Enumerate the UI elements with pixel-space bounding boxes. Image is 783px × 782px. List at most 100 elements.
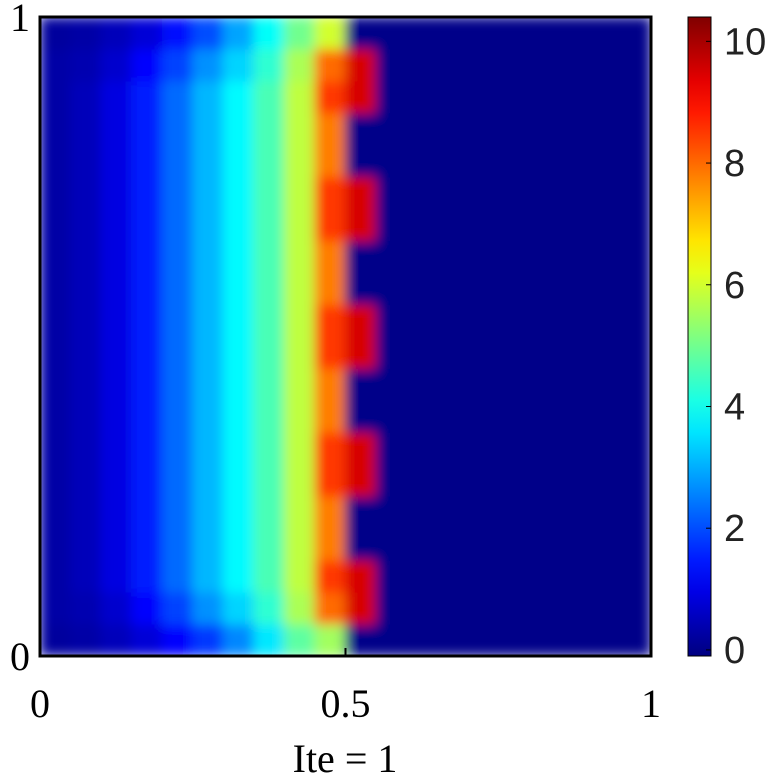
heatmap-cell [253,144,285,178]
heatmap-cell [161,208,194,242]
heatmap-cell [70,591,102,625]
heatmap-cell [40,559,72,593]
heatmap-cell [70,17,102,50]
heatmap-cell [192,367,224,401]
heatmap-cell [375,80,651,114]
heatmap-cell [222,336,255,369]
heatmap-cell [40,144,72,178]
heatmap-cell [100,431,133,465]
heatmap-cell [161,144,194,178]
heatmap-cell [161,272,194,306]
x-tick-label: 1 [641,681,661,726]
heatmap-cell [100,463,133,497]
heatmap-cell [283,495,316,529]
heatmap-cell [131,431,163,465]
heatmap-cell [375,463,651,497]
heatmap-cell [345,591,377,625]
heatmap-cell [70,80,102,114]
heatmap-cell [253,272,285,306]
heatmap-cell [192,559,224,593]
heatmap-cell [70,367,102,401]
colorbar-tick-label: 8 [724,143,745,185]
heatmap-cell [253,208,285,242]
heatmap-cell [161,527,194,561]
heatmap-cell [131,208,163,242]
heatmap-cell [253,495,285,529]
heatmap-cell [40,623,72,656]
heatmap-cell [192,527,224,561]
heatmap-cell [100,272,133,306]
heatmap-cell [131,399,163,433]
heatmap-cell [70,272,102,306]
heatmap-cell [375,208,651,242]
heatmap-cell [222,112,255,146]
heatmap-cell [283,623,316,656]
heatmap-cell [314,623,346,656]
heatmap-cell [314,80,346,114]
heatmap-cell [314,17,346,50]
heatmap-cell [314,591,346,625]
heatmap-cell [314,208,346,242]
heatmap-cell [70,336,102,369]
heatmap-cell [40,336,72,369]
heatmap-cell [192,623,224,656]
heatmap-cell [161,431,194,465]
heatmap-cell [192,112,224,146]
heatmap-cell [345,176,377,210]
heatmap-cell [70,559,102,593]
heatmap-cell [314,176,346,210]
heatmap-cell [100,80,133,114]
heatmap-cell [253,623,285,656]
heatmap-cell [100,495,133,529]
heatmap-cell [345,495,377,529]
heatmap-cell [131,17,163,50]
heatmap-cell [40,304,72,337]
heatmap-cell [100,240,133,274]
heatmap-cell [131,304,163,337]
heatmap-cell [161,495,194,529]
heatmap-cell [192,17,224,50]
heatmap-cell [345,80,377,114]
heatmap-cell [222,272,255,306]
heatmap-cell [345,112,377,146]
heatmap-cell [131,48,163,82]
heatmap-cell [222,623,255,656]
heatmap-cell [375,48,651,82]
heatmap-cell [253,367,285,401]
heatmap-cell [70,144,102,178]
heatmap-cell [100,623,133,656]
heatmap-cell [253,591,285,625]
heatmap-cell [40,495,72,529]
heatmap-cell [70,240,102,274]
heatmap-cell [192,591,224,625]
heatmap-cell [375,144,651,178]
heatmap-cell [375,399,651,433]
heatmap-cell [100,112,133,146]
heatmap-cell [192,80,224,114]
heatmap-cell [192,304,224,337]
heatmap-cell [100,208,133,242]
heatmap-cell [253,176,285,210]
heatmap-cell [161,591,194,625]
heatmap-cell [40,17,72,50]
heatmap-cell [222,527,255,561]
heatmap-cell [283,48,316,82]
heatmap-cell [131,336,163,369]
heatmap-cell [40,399,72,433]
heatmap-cell [345,463,377,497]
heatmap-cell [345,367,377,401]
heatmap-cell [192,272,224,306]
heatmap-cell [314,304,346,337]
heatmap-cell [192,399,224,433]
heatmap-cell [161,367,194,401]
heatmap-cell [70,112,102,146]
heatmap-cell [283,527,316,561]
heatmap-cell [253,48,285,82]
heatmap-cell [131,495,163,529]
heatmap-cell [192,463,224,497]
heatmap-cell [314,367,346,401]
heatmap-cell [375,272,651,306]
heatmap-cell [314,112,346,146]
heatmap-cell [131,527,163,561]
